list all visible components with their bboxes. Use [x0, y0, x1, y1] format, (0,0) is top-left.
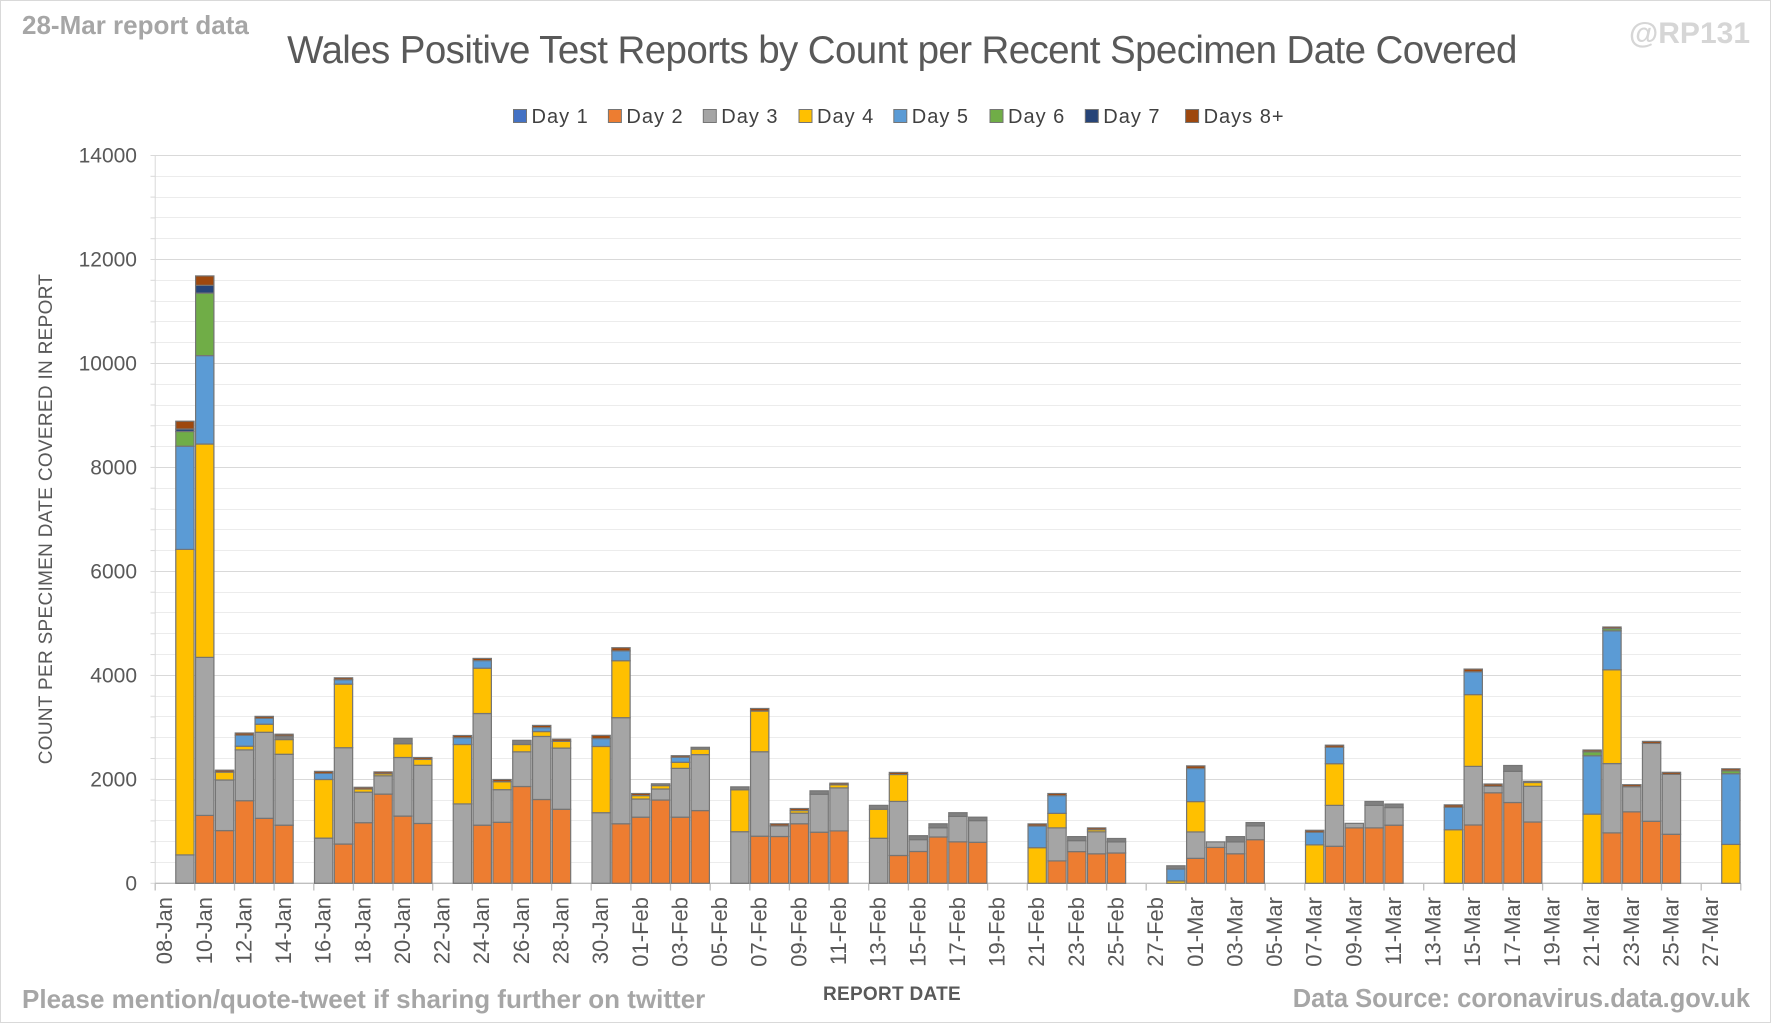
svg-text:Day 3: Day 3 — [721, 106, 778, 128]
svg-text:Data Source: coronavirus.data.: Data Source: coronavirus.data.gov.uk — [1293, 985, 1751, 1013]
svg-text:REPORT DATE: REPORT DATE — [823, 984, 961, 1005]
svg-text:COUNT PER SPECIMEN DATE COVERE: COUNT PER SPECIMEN DATE COVERED IN REPOR… — [36, 274, 57, 765]
svg-text:05-Mar: 05-Mar — [1262, 897, 1287, 967]
svg-text:27-Mar: 27-Mar — [1698, 897, 1723, 967]
svg-text:17-Mar: 17-Mar — [1500, 897, 1525, 967]
svg-text:23-Feb: 23-Feb — [1064, 897, 1089, 967]
svg-text:20-Jan: 20-Jan — [390, 897, 415, 964]
svg-text:09-Mar: 09-Mar — [1341, 897, 1366, 967]
svg-text:13-Feb: 13-Feb — [866, 897, 891, 967]
svg-text:Day 5: Day 5 — [912, 106, 969, 128]
svg-text:17-Feb: 17-Feb — [945, 897, 970, 967]
svg-text:01-Feb: 01-Feb — [628, 897, 653, 967]
svg-text:26-Jan: 26-Jan — [509, 897, 534, 964]
svg-text:Please mention/quote-tweet if: Please mention/quote-tweet if sharing fu… — [22, 984, 705, 1014]
svg-text:19-Mar: 19-Mar — [1540, 897, 1565, 967]
svg-text:27-Feb: 27-Feb — [1143, 897, 1168, 967]
svg-text:08-Jan: 08-Jan — [152, 897, 177, 964]
svg-text:Day 7: Day 7 — [1103, 106, 1160, 128]
svg-text:11-Mar: 11-Mar — [1381, 897, 1406, 965]
svg-text:12-Jan: 12-Jan — [231, 897, 256, 964]
svg-text:19-Feb: 19-Feb — [985, 897, 1010, 967]
svg-text:2000: 2000 — [90, 768, 137, 791]
svg-text:14000: 14000 — [79, 145, 137, 168]
svg-text:21-Mar: 21-Mar — [1579, 897, 1604, 967]
svg-text:09-Feb: 09-Feb — [786, 897, 811, 967]
svg-text:28-Jan: 28-Jan — [549, 897, 574, 964]
svg-text:Day 1: Day 1 — [532, 106, 589, 128]
svg-text:25-Mar: 25-Mar — [1658, 897, 1683, 967]
svg-text:Day 2: Day 2 — [626, 106, 683, 128]
svg-text:30-Jan: 30-Jan — [588, 897, 613, 964]
svg-text:15-Feb: 15-Feb — [905, 897, 930, 967]
svg-text:Wales Positive Test Reports by: Wales Positive Test Reports by Count per… — [287, 29, 1517, 72]
svg-text:8000: 8000 — [90, 456, 137, 479]
svg-text:11-Feb: 11-Feb — [826, 897, 851, 965]
svg-text:22-Jan: 22-Jan — [430, 897, 455, 964]
svg-text:10-Jan: 10-Jan — [192, 897, 217, 964]
svg-text:21-Feb: 21-Feb — [1024, 897, 1049, 967]
svg-text:6000: 6000 — [90, 560, 137, 583]
svg-text:Day 6: Day 6 — [1008, 106, 1065, 128]
svg-text:4000: 4000 — [90, 664, 137, 687]
svg-text:@RP131: @RP131 — [1629, 17, 1750, 50]
svg-text:0: 0 — [125, 872, 137, 895]
svg-text:05-Feb: 05-Feb — [707, 897, 732, 967]
svg-text:13-Mar: 13-Mar — [1421, 897, 1446, 967]
svg-text:16-Jan: 16-Jan — [311, 897, 336, 964]
svg-text:03-Mar: 03-Mar — [1222, 897, 1247, 967]
svg-text:01-Mar: 01-Mar — [1183, 897, 1208, 967]
svg-text:07-Feb: 07-Feb — [747, 897, 772, 967]
svg-text:14-Jan: 14-Jan — [271, 897, 296, 964]
svg-text:28-Mar report data: 28-Mar report data — [22, 10, 249, 40]
svg-text:12000: 12000 — [79, 249, 137, 272]
svg-text:25-Feb: 25-Feb — [1104, 897, 1129, 967]
svg-text:Day 4: Day 4 — [817, 106, 874, 128]
svg-text:07-Mar: 07-Mar — [1302, 897, 1327, 967]
svg-text:24-Jan: 24-Jan — [469, 897, 494, 964]
svg-text:10000: 10000 — [79, 353, 137, 376]
svg-text:15-Mar: 15-Mar — [1460, 897, 1485, 967]
svg-text:18-Jan: 18-Jan — [350, 897, 375, 964]
svg-text:23-Mar: 23-Mar — [1619, 897, 1644, 967]
svg-text:03-Feb: 03-Feb — [667, 897, 692, 967]
svg-text:Days 8+: Days 8+ — [1204, 106, 1285, 128]
